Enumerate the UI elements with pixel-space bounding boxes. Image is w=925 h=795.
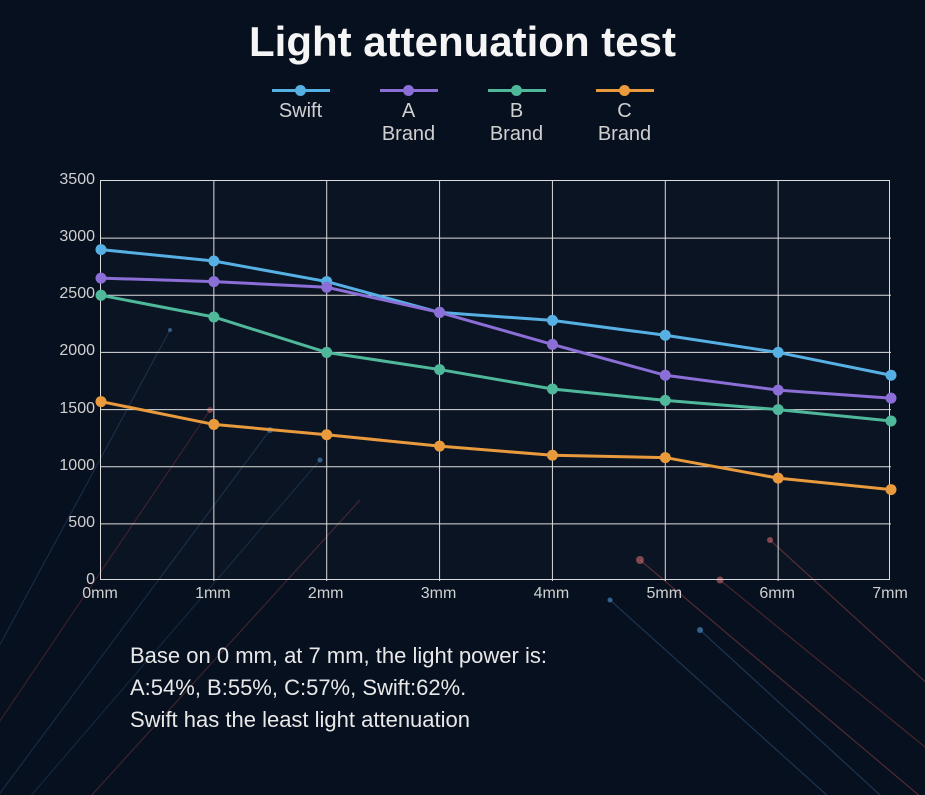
series-line — [101, 250, 891, 376]
x-tick-label: 3mm — [421, 585, 457, 603]
series-marker — [321, 282, 332, 293]
chart: 0500100015002000250030003500 0mm1mm2mm3m… — [40, 180, 890, 600]
legend-marker — [488, 84, 546, 96]
y-tick-label: 2000 — [59, 342, 95, 360]
series-marker — [886, 370, 897, 381]
series-marker — [773, 385, 784, 396]
series-marker — [547, 315, 558, 326]
series-marker — [886, 484, 897, 495]
series-marker — [660, 395, 671, 406]
series-marker — [208, 419, 219, 430]
series-line — [101, 295, 891, 421]
legend-item: C Brand — [596, 84, 654, 146]
x-tick-label: 6mm — [759, 585, 795, 603]
legend-item: A Brand — [380, 84, 438, 146]
series-marker — [208, 276, 219, 287]
series-marker — [886, 393, 897, 404]
legend-label: A Brand — [382, 100, 435, 146]
series-marker — [773, 404, 784, 415]
y-tick-label: 2500 — [59, 285, 95, 303]
y-tick-label: 1000 — [59, 457, 95, 475]
plot-area — [100, 180, 890, 580]
x-tick-label: 2mm — [308, 585, 344, 603]
series-marker — [208, 312, 219, 323]
series-marker — [208, 256, 219, 267]
legend-item: Swift — [272, 84, 330, 146]
y-tick-label: 1500 — [59, 400, 95, 418]
legend-marker — [380, 84, 438, 96]
series-marker — [96, 396, 107, 407]
y-tick-label: 3500 — [59, 171, 95, 189]
chart-title: Light attenuation test — [0, 0, 925, 66]
caption-line-2: A:54%, B:55%, C:57%, Swift:62%. — [130, 672, 547, 704]
x-tick-label: 5mm — [647, 585, 683, 603]
series-marker — [660, 370, 671, 381]
legend-item: B Brand — [488, 84, 546, 146]
x-tick-label: 0mm — [82, 585, 118, 603]
series-marker — [547, 339, 558, 350]
caption-line-3: Swift has the least light attenuation — [130, 704, 547, 736]
series-marker — [434, 441, 445, 452]
series-marker — [547, 450, 558, 461]
series-marker — [321, 429, 332, 440]
series-marker — [773, 473, 784, 484]
x-tick-label: 1mm — [195, 585, 231, 603]
series-marker — [434, 364, 445, 375]
caption-line-1: Base on 0 mm, at 7 mm, the light power i… — [130, 640, 547, 672]
legend-label: B Brand — [490, 100, 543, 146]
series-marker — [96, 273, 107, 284]
series-marker — [434, 307, 445, 318]
y-tick-label: 500 — [68, 514, 95, 532]
x-tick-label: 7mm — [872, 585, 908, 603]
legend-marker — [596, 84, 654, 96]
x-tick-label: 4mm — [534, 585, 570, 603]
series-marker — [96, 244, 107, 255]
series-marker — [547, 384, 558, 395]
series-marker — [660, 330, 671, 341]
legend-marker — [272, 84, 330, 96]
legend-label: Swift — [279, 100, 322, 123]
series-marker — [773, 347, 784, 358]
plot-svg — [101, 181, 891, 581]
caption: Base on 0 mm, at 7 mm, the light power i… — [130, 640, 547, 736]
series-marker — [96, 290, 107, 301]
series-marker — [660, 452, 671, 463]
series-marker — [321, 347, 332, 358]
y-tick-label: 3000 — [59, 228, 95, 246]
legend: Swift A Brand B Brand C Brand — [0, 84, 925, 146]
series-marker — [886, 416, 897, 427]
series-line — [101, 402, 891, 490]
legend-label: C Brand — [598, 100, 651, 146]
